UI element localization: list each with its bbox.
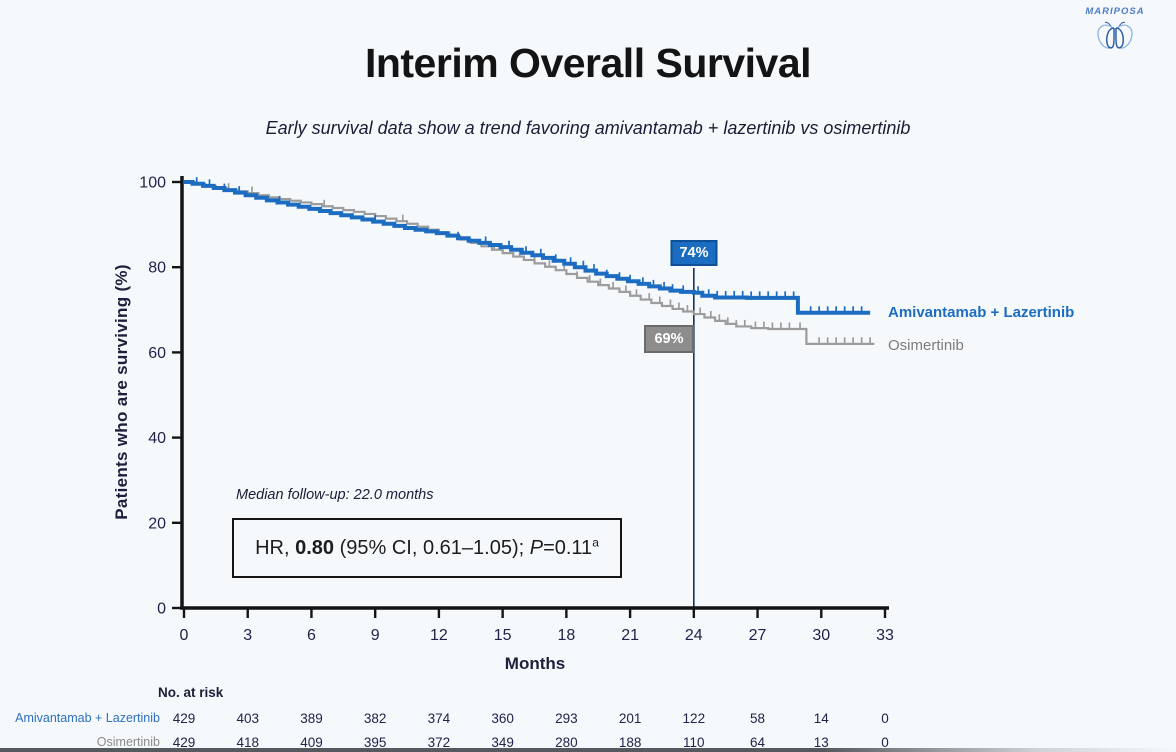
risk-count-cell: 188 [618, 735, 642, 750]
footnote-marker: a [592, 535, 599, 550]
mariposa-logo: MARIPOSA [1060, 6, 1170, 55]
risk-count-cell: 429 [172, 711, 196, 726]
x-tick-label: 12 [430, 627, 448, 644]
y-tick-label: 60 [148, 345, 166, 362]
y-tick-label: 100 [139, 175, 166, 192]
x-tick-label: 3 [243, 627, 252, 644]
risk-count-cell: 110 [683, 735, 705, 750]
y-tick-label: 80 [148, 260, 166, 277]
legend-amivantamab-lazertinib: Amivantamab + Lazertinib [888, 304, 1075, 321]
bottom-edge-strip [0, 748, 1176, 752]
x-tick-label: 18 [557, 627, 575, 644]
risk-count-cell: 13 [813, 735, 829, 750]
landmark-label-amivantamab-74: 74% [670, 240, 718, 266]
risk-count-cell: 418 [236, 735, 259, 750]
x-tick-label: 21 [621, 627, 639, 644]
risk-count-cell: 429 [172, 735, 196, 750]
x-tick-label: 6 [307, 627, 316, 644]
butterfly-lungs-icon [1097, 21, 1133, 49]
hr-ci: (95% CI, 0.61–1.05); [334, 537, 530, 559]
risk-count-cell: 374 [427, 711, 451, 726]
x-tick-label: 24 [685, 627, 703, 644]
hr-value: 0.80 [295, 537, 335, 559]
p-label: P [529, 537, 544, 559]
x-tick-label: 33 [876, 627, 894, 644]
slide-title: Interim Overall Survival [364, 40, 812, 86]
risk-count-cell: 395 [363, 735, 387, 750]
risk-count-cell: 372 [427, 735, 451, 750]
y-axis-title: Patients who are surviving (%) [112, 264, 131, 520]
x-axis-title: Months [504, 654, 566, 673]
landmark-label-osimertinib-69: 69% [644, 325, 694, 353]
risk-count-cell: 409 [300, 735, 323, 750]
risk-count-cell: 0 [881, 735, 889, 750]
x-tick-label: 30 [812, 627, 830, 644]
risk-table-header: No. at risk [158, 685, 224, 700]
risk-count-cell: 122 [682, 711, 706, 726]
risk-row-label-osimertinib: Osimertinib [96, 735, 160, 749]
risk-count-cell: 293 [555, 711, 578, 726]
risk-count-cell: 349 [491, 735, 514, 750]
risk-count-cell: 64 [750, 735, 766, 750]
risk-count-cell: 389 [300, 711, 323, 726]
risk-count-cell: 360 [491, 711, 514, 726]
hr-prefix: HR, [255, 537, 296, 559]
risk-count-cell: 201 [618, 711, 642, 726]
x-tick-label: 9 [371, 627, 380, 644]
y-tick-label: 20 [148, 515, 166, 532]
risk-count-cell: 403 [236, 711, 259, 726]
median-followup-note: Median follow-up: 22.0 months [236, 487, 434, 503]
risk-count-cell: 58 [750, 711, 766, 726]
legend-osimertinib: Osimertinib [888, 337, 964, 354]
mariposa-logo-text: MARIPOSA [1085, 6, 1145, 17]
x-tick-label: 15 [494, 627, 512, 644]
y-tick-label: 40 [148, 430, 166, 447]
risk-count-cell: 0 [881, 711, 889, 726]
survival-curve-amivantamab-lazertinib [184, 180, 871, 315]
x-tick-label: 27 [749, 627, 767, 644]
risk-count-cell: 14 [813, 711, 829, 726]
slide-subtitle: Early survival data show a trend favorin… [265, 118, 911, 138]
risk-count-cell: 280 [555, 735, 578, 750]
risk-row-label-amivantamab: Amivantamab + Lazertinib [15, 711, 160, 725]
y-tick-label: 0 [157, 601, 166, 618]
x-tick-label: 0 [180, 627, 189, 644]
risk-count-cell: 382 [363, 711, 387, 726]
p-value: =0.11 [543, 537, 593, 559]
hazard-ratio-box: HR, 0.80 (95% CI, 0.61–1.05); P=0.11a [232, 518, 622, 578]
